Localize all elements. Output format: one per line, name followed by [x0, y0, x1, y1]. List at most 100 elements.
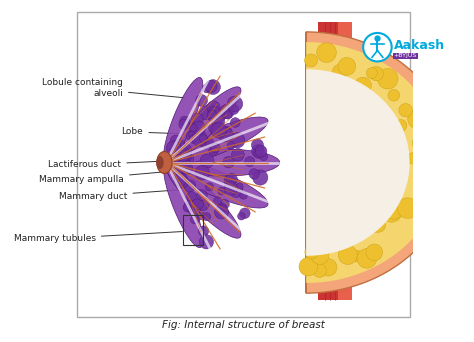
Circle shape [230, 185, 243, 198]
Circle shape [190, 124, 197, 132]
Circle shape [395, 120, 407, 131]
Circle shape [397, 153, 410, 166]
Circle shape [198, 226, 209, 236]
Circle shape [192, 198, 203, 210]
Circle shape [202, 213, 210, 221]
Circle shape [199, 106, 213, 120]
Circle shape [344, 210, 358, 225]
Circle shape [380, 132, 391, 144]
Circle shape [323, 217, 340, 235]
Circle shape [218, 187, 226, 195]
Ellipse shape [327, 118, 334, 142]
Circle shape [214, 197, 222, 205]
Ellipse shape [165, 162, 241, 238]
Circle shape [355, 77, 372, 94]
Circle shape [378, 168, 394, 184]
Circle shape [311, 246, 329, 264]
Circle shape [318, 131, 322, 136]
Polygon shape [318, 22, 352, 300]
Ellipse shape [166, 159, 268, 208]
Circle shape [322, 101, 327, 106]
Ellipse shape [156, 156, 164, 169]
Circle shape [412, 135, 428, 151]
Circle shape [371, 135, 383, 147]
Circle shape [398, 151, 410, 162]
Circle shape [223, 156, 234, 168]
Circle shape [230, 118, 240, 127]
Circle shape [322, 162, 327, 167]
Circle shape [260, 153, 268, 161]
Circle shape [357, 249, 377, 268]
Circle shape [381, 201, 402, 222]
Circle shape [215, 205, 228, 219]
Circle shape [245, 157, 255, 167]
Circle shape [399, 104, 412, 117]
Circle shape [249, 169, 259, 179]
Circle shape [384, 201, 403, 219]
Ellipse shape [327, 237, 334, 261]
Circle shape [369, 99, 386, 117]
Circle shape [322, 216, 327, 221]
Circle shape [183, 153, 191, 161]
Circle shape [175, 174, 189, 188]
Circle shape [186, 131, 197, 141]
Circle shape [231, 148, 244, 161]
Circle shape [416, 170, 429, 183]
Circle shape [379, 141, 401, 162]
Circle shape [338, 245, 357, 264]
Circle shape [319, 259, 337, 276]
Ellipse shape [327, 180, 334, 203]
Circle shape [184, 180, 196, 192]
Ellipse shape [164, 77, 203, 163]
Circle shape [173, 141, 183, 152]
Circle shape [182, 153, 194, 166]
Circle shape [252, 144, 265, 158]
Circle shape [366, 68, 377, 79]
Circle shape [173, 159, 188, 174]
FancyBboxPatch shape [77, 12, 410, 317]
Circle shape [200, 154, 214, 168]
Circle shape [199, 235, 214, 249]
Circle shape [191, 113, 203, 124]
Polygon shape [338, 22, 352, 300]
Circle shape [224, 182, 237, 195]
Circle shape [305, 246, 318, 259]
Circle shape [217, 203, 227, 213]
Circle shape [173, 176, 182, 184]
Circle shape [237, 212, 245, 220]
Circle shape [224, 175, 236, 186]
Circle shape [226, 173, 237, 185]
Circle shape [227, 96, 243, 111]
Circle shape [255, 145, 267, 157]
Circle shape [411, 198, 433, 220]
Circle shape [379, 134, 392, 147]
Circle shape [363, 33, 392, 62]
Circle shape [413, 196, 432, 214]
Text: Mammary ampulla: Mammary ampulla [39, 171, 172, 184]
Circle shape [187, 192, 196, 201]
Circle shape [173, 139, 185, 151]
Circle shape [318, 243, 322, 248]
Circle shape [325, 83, 337, 95]
Circle shape [366, 244, 383, 261]
Circle shape [330, 228, 351, 249]
Circle shape [188, 204, 200, 216]
Text: Mammary duct: Mammary duct [59, 190, 179, 201]
Circle shape [191, 215, 200, 224]
Circle shape [356, 111, 377, 133]
Circle shape [304, 54, 318, 67]
Circle shape [209, 106, 220, 118]
Circle shape [192, 121, 206, 135]
Text: Lobule containing
alveoli: Lobule containing alveoli [42, 78, 185, 98]
Circle shape [377, 155, 391, 169]
Ellipse shape [327, 57, 334, 81]
Circle shape [254, 148, 264, 158]
Polygon shape [306, 42, 444, 283]
Circle shape [377, 68, 398, 89]
Ellipse shape [157, 152, 172, 173]
Circle shape [179, 119, 189, 130]
Circle shape [251, 139, 264, 151]
Circle shape [328, 226, 344, 242]
Circle shape [200, 139, 210, 149]
Circle shape [239, 208, 250, 219]
